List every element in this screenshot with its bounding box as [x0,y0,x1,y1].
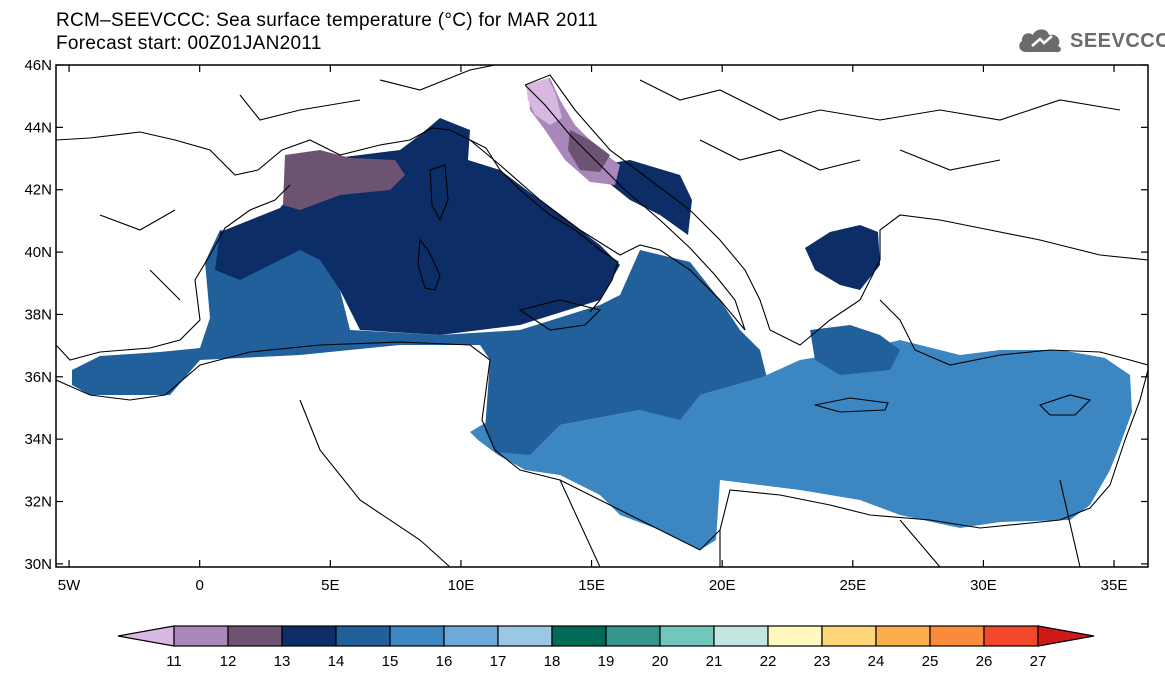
colorbar-swatch [227,625,283,647]
border-africa [299,399,1081,567]
colorbar-label: 23 [814,653,831,670]
island-corsica [429,164,449,222]
lon-tick-label: 0 [196,577,204,594]
colorbar-label: 18 [544,653,561,670]
sst-region-11 [526,78,562,125]
island-cyprus [1038,394,1092,416]
title-line-1: RCM–SEEVCCC: Sea surface temperature (°C… [56,10,598,31]
sst-region-13 [283,150,405,210]
lon-tick-label: 25E [839,577,866,594]
lon-tick-label: 10E [448,577,475,594]
axis-ticks [56,64,1148,567]
lat-tick-label: 34N [24,431,52,448]
colorbar-label: 25 [922,653,939,670]
lat-tick-label: 38N [24,306,52,323]
lon-tick-label: 35E [1101,577,1128,594]
lon-tick-label: 30E [970,577,997,594]
lon-tick-label: 20E [709,577,736,594]
border-inland-3 [699,139,1001,171]
island-sardinia [417,238,441,291]
colorbar-swatch [443,625,499,647]
longitude-labels: 5W 0 5E 10E 15E 20E 25E 30E 35E [58,577,1128,594]
coast-spain-south [56,184,291,361]
coast-anatolia [879,299,1148,366]
colorbar-label: 13 [274,653,291,670]
border-inland-2 [639,79,1121,121]
sst-region-14-aegean [805,225,880,290]
lat-tick-label: 32N [24,494,52,511]
lat-tick-label: 42N [24,182,52,199]
colorbar-label: 19 [598,653,615,670]
colorbar-swatch [497,625,553,647]
logo-text: SEEVCCC [1070,29,1165,52]
lat-tick-label: 44N [24,119,52,136]
title-line-2: Forecast start: 00Z01JAN2011 [56,33,322,54]
colorbar-label: 17 [490,653,507,670]
colorbar [117,625,1095,647]
sst-region-14-levant [810,325,900,375]
colorbar-swatch [821,625,877,647]
colorbar-under-triangle [117,625,175,647]
seevccc-logo: SEEVCCC [1016,24,1165,58]
colorbar-label: 16 [436,653,453,670]
sst-region-14-adriatic [600,160,692,235]
colorbar-label: 24 [868,653,885,670]
colorbar-swatch [875,625,931,647]
colorbar-label: 12 [220,653,237,670]
colorbar-swatch [335,625,391,647]
sst-field [72,78,1132,550]
cloud-icon [1019,29,1061,53]
coastlines [56,65,1148,567]
coast-balkans [524,74,1148,346]
colorbar-swatch [929,625,985,647]
sst-region-13-adriatic [568,130,610,172]
colorbar-swatch [713,625,769,647]
colorbar-swatch [983,625,1039,647]
colorbar-swatch [767,625,823,647]
colorbar-swatch [551,625,607,647]
colorbar-swatch [605,625,661,647]
colorbar-label: 21 [706,653,723,670]
colorbar-swatch [173,625,229,647]
colorbar-label: 20 [652,653,669,670]
colorbar-label: 11 [166,653,182,670]
colorbar-swatch [389,625,445,647]
lat-tick-label: 40N [24,244,52,261]
sst-region-15-east [760,340,1115,478]
coast-africa [56,341,1148,551]
lon-tick-label: 15E [578,577,605,594]
coast-italy [469,84,746,331]
colorbar-swatch [659,625,715,647]
colorbar-over-triangle [1037,625,1095,647]
coast-iberia-france [56,127,619,313]
lat-tick-label: 30N [24,556,52,573]
colorbar-swatch [281,625,337,647]
lon-tick-label: 5E [321,577,339,594]
lon-tick-label: 5W [58,577,81,594]
colorbar-label: 15 [382,653,399,670]
colorbar-label: 26 [976,653,993,670]
colorbar-label: 22 [760,653,777,670]
border-inland-1 [99,65,498,301]
colorbar-label: 14 [328,653,345,670]
island-crete [814,397,889,413]
lat-tick-label: 36N [24,369,52,386]
colorbar-labels: 11 12 13 14 15 16 17 18 19 20 21 22 23 24 25 26 27 [166,653,1046,670]
island-sicily [518,299,602,331]
colorbar-label: 27 [1030,653,1047,670]
latitude-labels: 46N 44N 42N 40N 38N 36N 34N 32N 30N [24,57,52,573]
map-frame [55,64,1149,568]
lat-tick-label: 46N [24,57,52,74]
